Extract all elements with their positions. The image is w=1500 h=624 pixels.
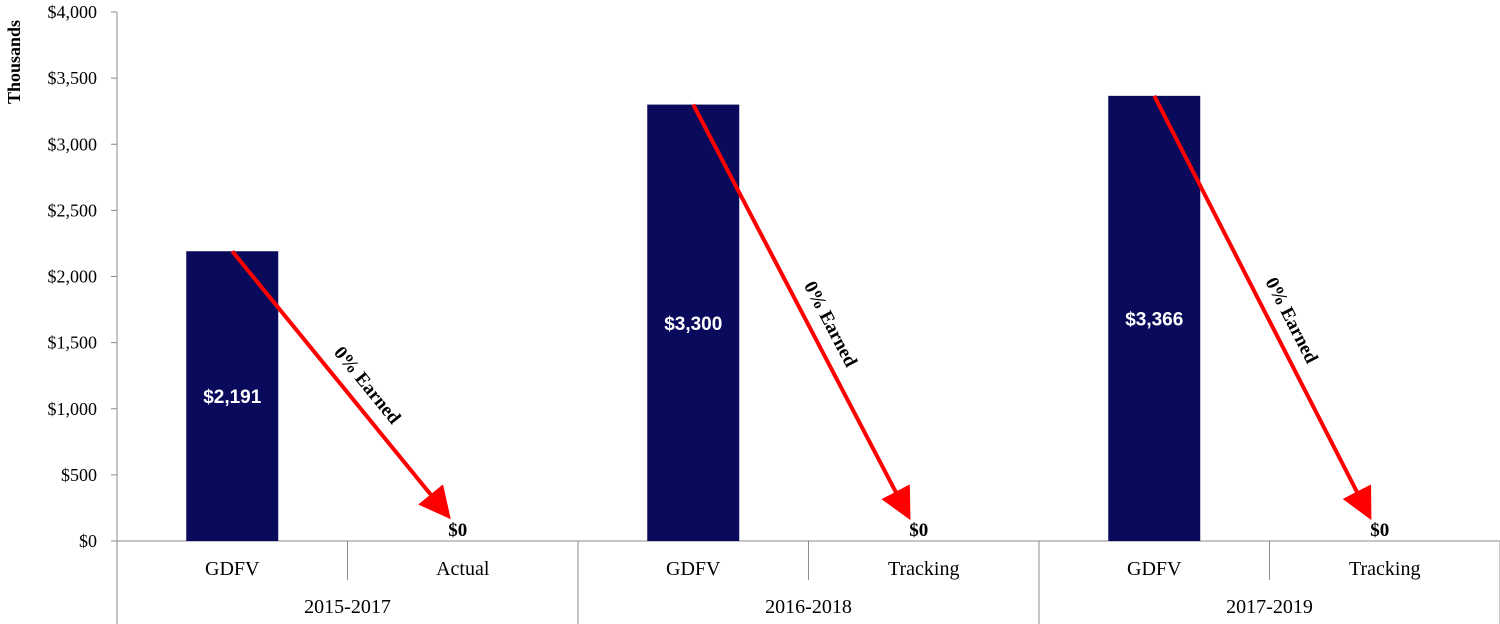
period-label: 2016-2018 — [765, 596, 852, 618]
category-label: GDFV — [205, 558, 260, 580]
y-tick-label: $2,000 — [48, 267, 98, 287]
y-tick-label: $0 — [79, 531, 97, 551]
category-label: Tracking — [1349, 558, 1420, 580]
y-tick-label: $4,000 — [48, 2, 98, 22]
bar-value-label: $0 — [909, 520, 928, 541]
y-tick-label: $3,000 — [48, 134, 98, 154]
category-label: GDFV — [1127, 558, 1182, 580]
period-label: 2017-2019 — [1226, 596, 1313, 618]
y-tick-label: $1,500 — [48, 333, 98, 353]
y-tick-label: $500 — [61, 465, 97, 485]
bar-gdfv — [186, 251, 279, 542]
period-label: 2015-2017 — [304, 596, 391, 618]
bar-value-label: $3,300 — [664, 314, 722, 335]
decline-arrow — [1152, 94, 1372, 521]
y-tick-label: $2,500 — [48, 200, 98, 220]
decline-arrow — [691, 103, 911, 521]
decline-arrow — [230, 249, 451, 520]
bar-value-label: $0 — [1370, 520, 1389, 541]
y-tick-label: $3,500 — [48, 68, 98, 88]
y-axis-label: Thousands — [4, 20, 24, 104]
category-label: Tracking — [888, 558, 959, 580]
y-tick-label: $1,000 — [48, 399, 98, 419]
bar-gdfv — [1108, 95, 1201, 541]
bar-value-label: $0 — [448, 520, 467, 541]
category-label: GDFV — [666, 558, 721, 580]
bar-value-label: $3,366 — [1125, 309, 1183, 330]
bar-gdfv — [647, 104, 740, 541]
category-label: Actual — [436, 558, 490, 580]
bar-value-label: $2,191 — [203, 387, 262, 408]
